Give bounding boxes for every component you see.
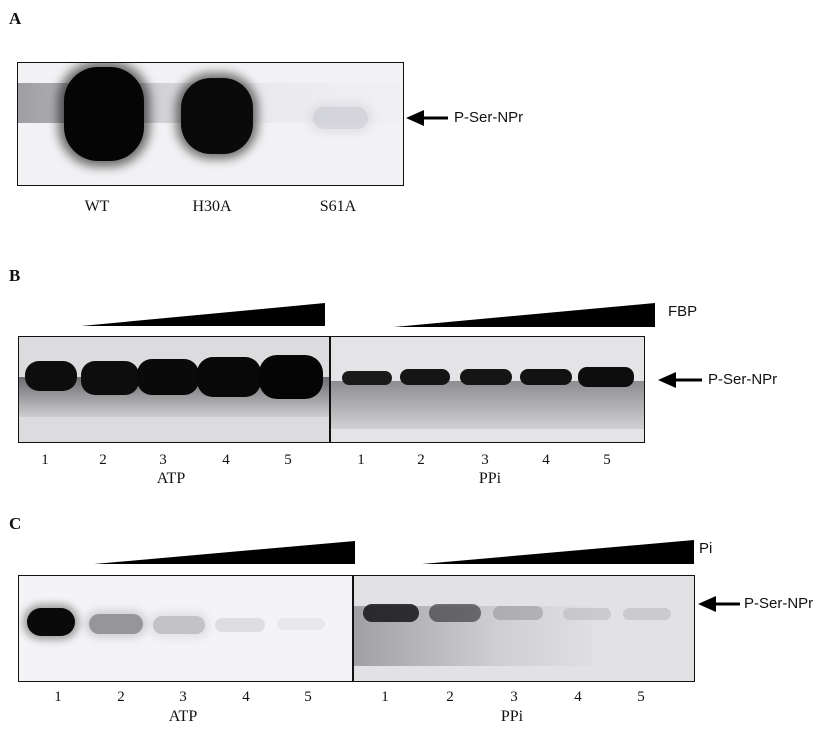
band-c-ppi-2 [429,604,481,622]
panel-b-lane-right-4: 4 [542,452,550,468]
band-c-ppi-4 [563,608,611,620]
band-c-atp-2 [89,614,143,634]
band-c-ppi-3 [493,606,543,620]
band-a-s61a [313,107,368,129]
panel-c-lane-right-1: 1 [381,689,389,705]
panel-c-lane-right-4: 4 [574,689,582,705]
lane-label-h30a: H30A [192,198,232,215]
panel-b-lane-left-3: 3 [159,452,167,468]
panel-a-letter: A [9,9,22,28]
panel-c-marker: P-Ser-NPr [744,595,814,612]
band-a-h30a [181,78,253,154]
panel-c-lane-right-2: 2 [446,689,454,705]
panel-b-lane-left-2: 2 [99,452,107,468]
band-c-atp-1 [27,608,75,636]
panel-b-lane-right-1: 1 [357,452,365,468]
panel-b-marker: P-Ser-NPr [708,371,778,388]
panel-b-wedge-left [81,303,325,326]
panel-b-lane-left-5: 5 [284,452,292,468]
panel-c-blot-right [352,575,695,682]
panel-b-lane-right-2: 2 [417,452,425,468]
band-b-atp-1 [25,361,77,391]
band-b-ppi-1 [342,371,392,385]
panel-b-group-left: ATP [156,470,186,487]
panel-b-arrow-icon [658,372,702,388]
panel-a-blot [17,62,404,186]
panel-c-lane-right-3: 3 [510,689,518,705]
panel-c-lane-left-3: 3 [179,689,187,705]
panel-c-group-right: PPi [500,708,524,725]
panel-c-wedge-right [422,540,694,564]
band-b-smear-right [330,381,644,429]
panel-c-lane-left-4: 4 [242,689,250,705]
panel-c-wedge-left [94,541,355,564]
band-b-atp-2 [81,361,139,395]
band-c-atp-3 [153,616,205,634]
panel-a-arrow-icon [406,110,448,126]
panel-c-lane-left-1: 1 [54,689,62,705]
band-b-ppi-3 [460,369,512,385]
panel-b-lane-left-1: 1 [41,452,49,468]
panel-c-lane-left-2: 2 [117,689,125,705]
panel-b-blot-left [18,336,330,443]
band-c-ppi-5 [623,608,671,620]
band-c-ppi-1 [363,604,419,622]
panel-c-gradient-label: Pi [699,540,713,557]
panel-c-letter: C [9,514,22,533]
band-b-atp-5 [259,355,323,399]
panel-b-letter: B [9,266,21,285]
lane-label-s61a: S61A [319,198,357,215]
panel-c-lane-right-5: 5 [637,689,645,705]
band-c-atp-4 [215,618,265,632]
band-b-ppi-4 [520,369,572,385]
band-b-ppi-5 [578,367,634,387]
panel-b-group-right: PPi [478,470,502,487]
panel-c-lane-left-5: 5 [304,689,312,705]
panel-c-group-left: ATP [168,708,198,725]
panel-b-lane-left-4: 4 [222,452,230,468]
panel-c-blot-left [18,575,353,682]
band-a-wt [64,67,144,161]
panel-b-lane-right-3: 3 [481,452,489,468]
panel-c-arrow-icon [698,596,740,612]
panel-b-wedge-right [394,303,655,327]
band-b-ppi-2 [400,369,450,385]
panel-a-marker: P-Ser-NPr [454,109,524,126]
panel-b-gradient-label: FBP [668,303,698,320]
band-b-atp-3 [137,359,199,395]
panel-b-lane-right-5: 5 [603,452,611,468]
band-b-atp-4 [197,357,261,397]
band-c-atp-5 [277,618,325,630]
lane-label-wt: WT [84,198,110,215]
panel-b-blot-right [329,336,645,443]
